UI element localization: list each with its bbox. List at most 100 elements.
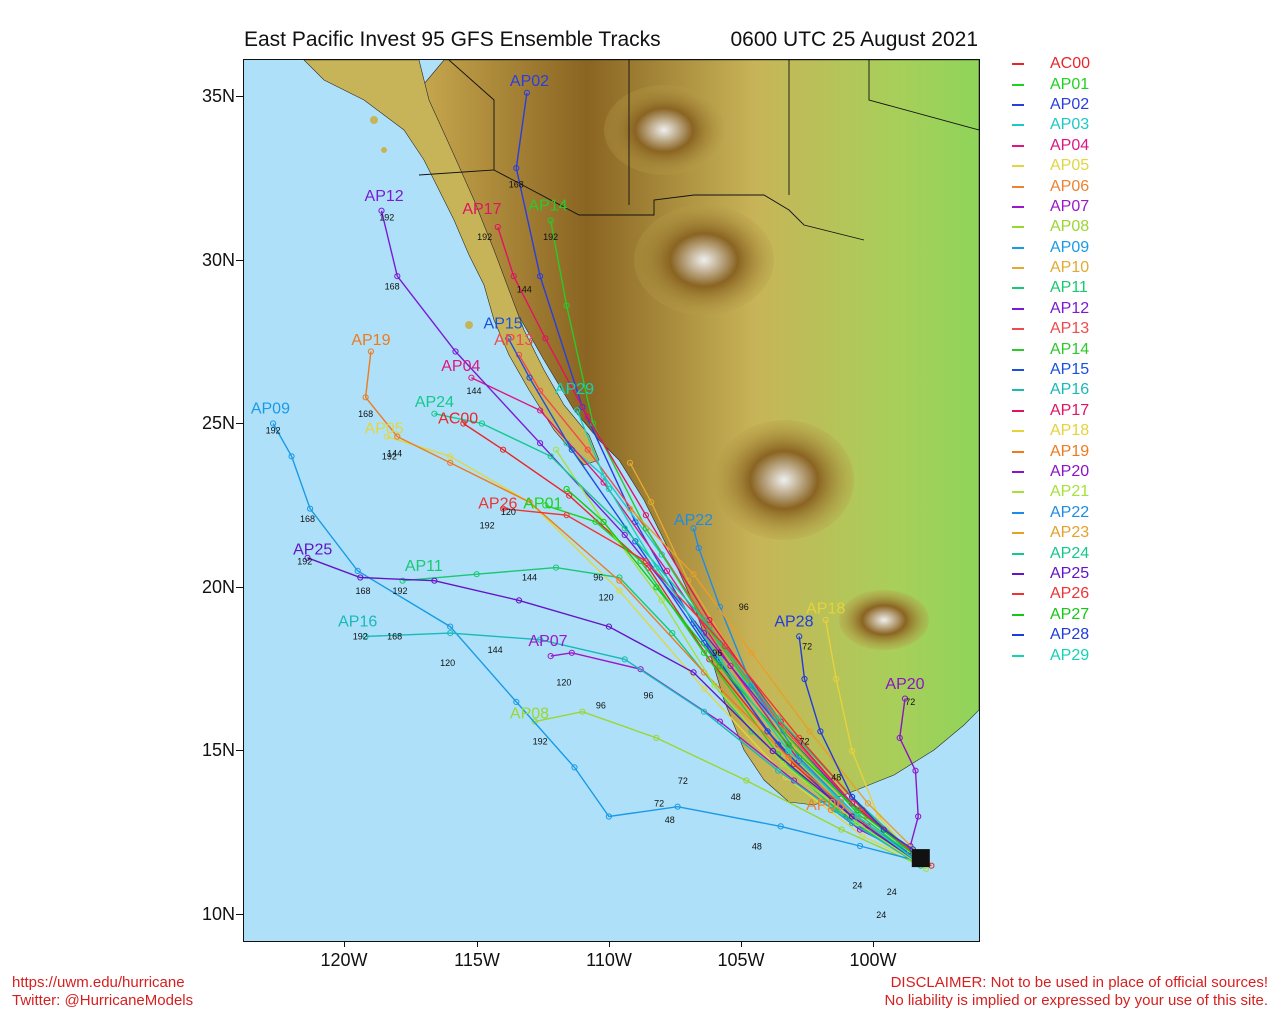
forecast-hour-label: 72: [802, 642, 812, 652]
forecast-hour-label: 72: [905, 697, 915, 707]
forecast-hour-label: 192: [353, 632, 368, 642]
lat-tick: [236, 423, 243, 424]
legend-item: AP04: [1012, 136, 1090, 156]
track-point: [537, 407, 544, 414]
disclaimer-line-2: No liability is implied or expressed by …: [884, 992, 1269, 1009]
track-point: [748, 649, 755, 656]
forecast-hour-label: 72: [678, 776, 688, 786]
legend-label: AP05: [1050, 157, 1090, 175]
footer-url[interactable]: https://uwm.edu/hurricane: [12, 974, 185, 991]
track-point: [690, 669, 697, 676]
track-point: [642, 558, 649, 565]
track-point: [901, 695, 909, 702]
legend-label: AP22: [1050, 503, 1090, 521]
forecast-hour-label: 192: [382, 452, 397, 462]
legend-label: AP21: [1050, 483, 1090, 501]
forecast-hour-label: 72: [654, 799, 664, 809]
legend-label: AP10: [1050, 259, 1090, 277]
legend-label: AP06: [1050, 177, 1090, 195]
member-label-ap11: AP11: [405, 558, 443, 575]
legend-label: AP25: [1050, 564, 1090, 582]
legend-item: AP03: [1012, 115, 1090, 135]
track-point: [584, 413, 591, 421]
legend-label: AP23: [1050, 524, 1090, 542]
track-line: [386, 435, 927, 867]
lat-label-10n: 10N: [201, 904, 235, 924]
track-point: [468, 374, 475, 381]
track-point: [571, 764, 578, 771]
track-point: [915, 813, 922, 820]
forecast-hour-label: 192: [543, 232, 558, 242]
track-point: [605, 813, 612, 820]
mountain-region-2: [604, 85, 724, 175]
track-point: [547, 653, 554, 660]
track-line: [380, 210, 919, 857]
valid-time: 0600 UTC 25 August 2021: [730, 28, 978, 51]
forecast-hour-label: 120: [501, 507, 516, 517]
lon-label-105w: 105W: [717, 950, 765, 970]
track-point: [621, 656, 628, 663]
track-point: [716, 656, 723, 663]
track-point: [806, 728, 813, 735]
legend-label: AP13: [1050, 320, 1090, 338]
track-point: [854, 806, 861, 814]
track-point: [307, 505, 314, 512]
legend-label: AP09: [1050, 238, 1090, 256]
map-panel[interactable]: 24 24 24 48 48 48 48 72 72 72 72 72 96 96 96 96 96 120 120…: [243, 59, 980, 942]
forecast-hour-label: 192: [266, 425, 281, 435]
track-line: [515, 92, 916, 860]
track-point: [478, 420, 485, 427]
forecast-hour-label: 144: [488, 645, 503, 655]
track-point: [431, 410, 438, 417]
forecast-hour-label: 24: [876, 910, 886, 920]
mountain-region-4: [839, 590, 929, 650]
track-point: [288, 453, 295, 460]
track-point: [637, 666, 644, 673]
forecast-hour-label: 168: [355, 586, 370, 596]
track-point: [447, 459, 454, 466]
legend-label: AP02: [1050, 95, 1090, 113]
legend-swatch: [1012, 369, 1024, 372]
forecast-hour-label: 168: [509, 180, 524, 190]
track-line: [898, 698, 919, 847]
track-point: [632, 538, 639, 545]
track-point: [796, 734, 803, 742]
track-point: [362, 633, 369, 640]
legend-swatch: [1012, 185, 1024, 188]
forecast-hour-label: 144: [522, 573, 537, 583]
legend-swatch: [1012, 593, 1024, 596]
legend-item: AP10: [1012, 258, 1090, 278]
legend-swatch: [1012, 409, 1024, 412]
track-point: [354, 567, 361, 574]
legend-label: AP11: [1050, 279, 1088, 297]
member-label-ap12: AP12: [365, 188, 404, 205]
legend-swatch: [1012, 532, 1024, 535]
legend-label: AP19: [1050, 442, 1090, 460]
legend-swatch: [1012, 287, 1024, 290]
track-point: [833, 675, 840, 683]
track-point: [727, 662, 734, 670]
legend-item: AP19: [1012, 441, 1090, 461]
legend-swatch: [1012, 430, 1024, 433]
legend-item: AP14: [1012, 339, 1090, 359]
track-point: [547, 217, 554, 224]
track-point: [304, 554, 311, 561]
track-point: [367, 348, 375, 355]
member-label-ap09: AP09: [251, 401, 290, 418]
track-point: [653, 584, 660, 591]
forecast-hour-label: 96: [643, 691, 653, 701]
track-point: [547, 453, 554, 460]
member-label-ap22: AP22: [674, 512, 713, 529]
forecast-hour-label: 168: [387, 632, 402, 642]
legend-label: AP18: [1050, 422, 1090, 440]
legend-label: AP01: [1050, 75, 1090, 93]
track-point: [542, 335, 549, 342]
forecast-hour-label: 120: [556, 678, 571, 688]
forecast-hour-label: 96: [739, 602, 749, 612]
legend-item: AP12: [1012, 299, 1090, 319]
map-canvas[interactable]: 2424244848484872727272729696969696120120…: [244, 60, 979, 941]
mountain-region-3: [714, 420, 854, 540]
track-point: [473, 571, 480, 578]
legend-swatch: [1012, 267, 1024, 270]
forecast-hour-label: 48: [731, 792, 741, 802]
